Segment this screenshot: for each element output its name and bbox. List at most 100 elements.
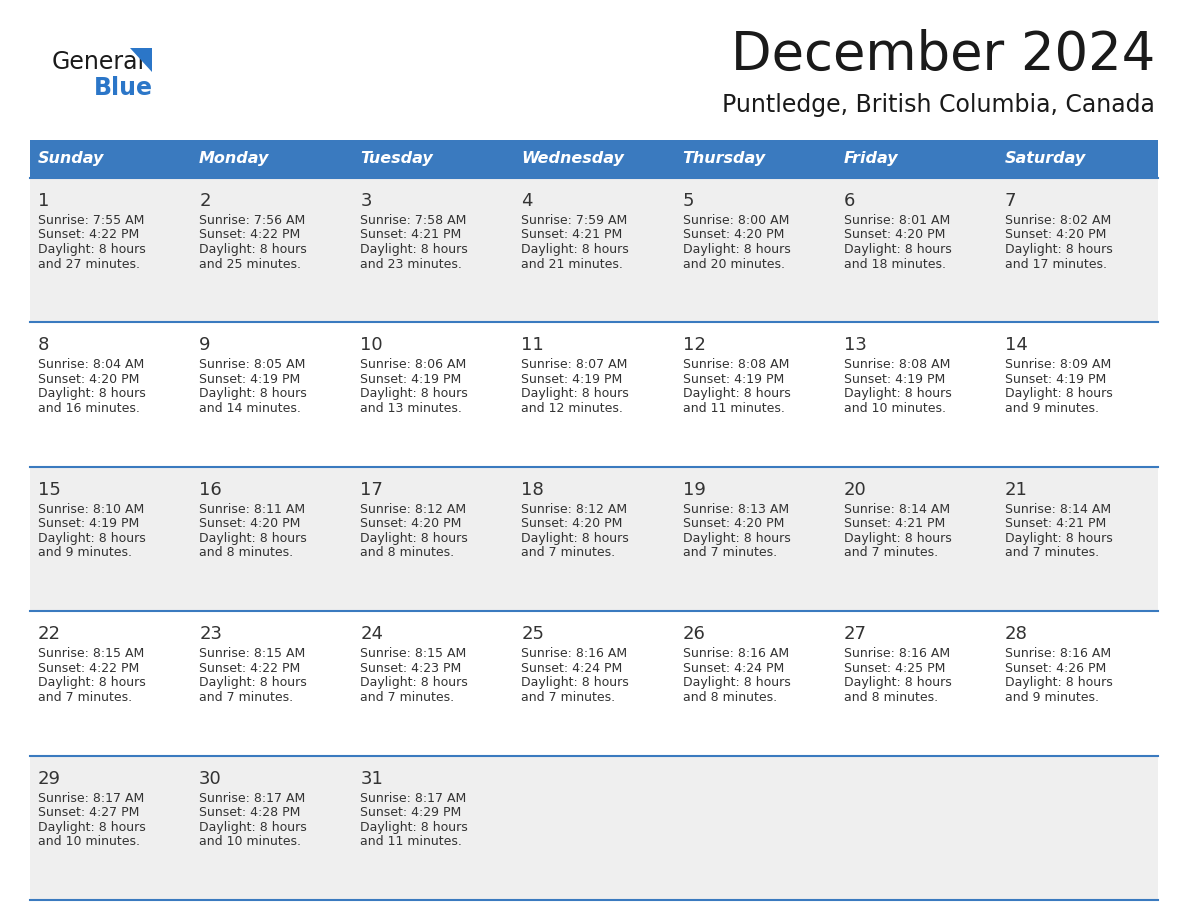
Text: Sunrise: 8:12 AM: Sunrise: 8:12 AM bbox=[360, 503, 467, 516]
Text: and 14 minutes.: and 14 minutes. bbox=[200, 402, 301, 415]
Text: Daylight: 8 hours: Daylight: 8 hours bbox=[360, 243, 468, 256]
Text: and 11 minutes.: and 11 minutes. bbox=[683, 402, 784, 415]
Text: Saturday: Saturday bbox=[1005, 151, 1086, 166]
Text: Sunrise: 8:02 AM: Sunrise: 8:02 AM bbox=[1005, 214, 1111, 227]
Text: and 17 minutes.: and 17 minutes. bbox=[1005, 258, 1107, 271]
Text: Sunset: 4:26 PM: Sunset: 4:26 PM bbox=[1005, 662, 1106, 675]
Text: Daylight: 8 hours: Daylight: 8 hours bbox=[522, 532, 630, 544]
Text: and 10 minutes.: and 10 minutes. bbox=[200, 835, 301, 848]
Text: Sunrise: 8:09 AM: Sunrise: 8:09 AM bbox=[1005, 358, 1111, 372]
Text: and 10 minutes.: and 10 minutes. bbox=[843, 402, 946, 415]
Text: 12: 12 bbox=[683, 336, 706, 354]
Text: and 7 minutes.: and 7 minutes. bbox=[360, 690, 455, 704]
Text: Sunrise: 8:15 AM: Sunrise: 8:15 AM bbox=[38, 647, 144, 660]
Text: 9: 9 bbox=[200, 336, 210, 354]
Text: Sunset: 4:21 PM: Sunset: 4:21 PM bbox=[1005, 518, 1106, 531]
Text: Tuesday: Tuesday bbox=[360, 151, 434, 166]
Text: and 11 minutes.: and 11 minutes. bbox=[360, 835, 462, 848]
Text: Sunset: 4:19 PM: Sunset: 4:19 PM bbox=[522, 373, 623, 386]
Text: Sunset: 4:20 PM: Sunset: 4:20 PM bbox=[38, 373, 139, 386]
Text: Puntledge, British Columbia, Canada: Puntledge, British Columbia, Canada bbox=[722, 93, 1155, 117]
Text: Friday: Friday bbox=[843, 151, 898, 166]
Text: 13: 13 bbox=[843, 336, 866, 354]
Text: Sunrise: 8:15 AM: Sunrise: 8:15 AM bbox=[200, 647, 305, 660]
Text: Sunrise: 8:10 AM: Sunrise: 8:10 AM bbox=[38, 503, 144, 516]
Text: Sunset: 4:24 PM: Sunset: 4:24 PM bbox=[522, 662, 623, 675]
Text: 25: 25 bbox=[522, 625, 544, 644]
Text: and 7 minutes.: and 7 minutes. bbox=[1005, 546, 1099, 559]
Text: Sunrise: 8:16 AM: Sunrise: 8:16 AM bbox=[522, 647, 627, 660]
Text: and 16 minutes.: and 16 minutes. bbox=[38, 402, 140, 415]
Text: Sunrise: 8:08 AM: Sunrise: 8:08 AM bbox=[843, 358, 950, 372]
Text: 22: 22 bbox=[38, 625, 61, 644]
Text: Daylight: 8 hours: Daylight: 8 hours bbox=[843, 387, 952, 400]
Text: 28: 28 bbox=[1005, 625, 1028, 644]
Text: 19: 19 bbox=[683, 481, 706, 498]
Text: Sunrise: 8:14 AM: Sunrise: 8:14 AM bbox=[1005, 503, 1111, 516]
Text: Monday: Monday bbox=[200, 151, 270, 166]
Text: Sunset: 4:23 PM: Sunset: 4:23 PM bbox=[360, 662, 461, 675]
Text: 31: 31 bbox=[360, 769, 384, 788]
Text: Sunrise: 8:16 AM: Sunrise: 8:16 AM bbox=[1005, 647, 1111, 660]
Text: Daylight: 8 hours: Daylight: 8 hours bbox=[683, 243, 790, 256]
Text: Daylight: 8 hours: Daylight: 8 hours bbox=[360, 532, 468, 544]
Text: Sunset: 4:21 PM: Sunset: 4:21 PM bbox=[360, 229, 461, 241]
Text: 6: 6 bbox=[843, 192, 855, 210]
Text: 14: 14 bbox=[1005, 336, 1028, 354]
Text: Sunrise: 7:56 AM: Sunrise: 7:56 AM bbox=[200, 214, 305, 227]
Text: 27: 27 bbox=[843, 625, 867, 644]
Text: Sunrise: 7:58 AM: Sunrise: 7:58 AM bbox=[360, 214, 467, 227]
Text: 29: 29 bbox=[38, 769, 61, 788]
Text: Daylight: 8 hours: Daylight: 8 hours bbox=[38, 821, 146, 834]
Text: Sunset: 4:20 PM: Sunset: 4:20 PM bbox=[683, 518, 784, 531]
Text: 7: 7 bbox=[1005, 192, 1017, 210]
Text: Daylight: 8 hours: Daylight: 8 hours bbox=[38, 387, 146, 400]
Text: Sunset: 4:20 PM: Sunset: 4:20 PM bbox=[360, 518, 462, 531]
Text: Daylight: 8 hours: Daylight: 8 hours bbox=[683, 677, 790, 689]
Text: 18: 18 bbox=[522, 481, 544, 498]
Text: Sunrise: 8:16 AM: Sunrise: 8:16 AM bbox=[843, 647, 950, 660]
Text: 8: 8 bbox=[38, 336, 50, 354]
Text: Sunrise: 7:55 AM: Sunrise: 7:55 AM bbox=[38, 214, 145, 227]
Text: 15: 15 bbox=[38, 481, 61, 498]
Text: Daylight: 8 hours: Daylight: 8 hours bbox=[1005, 677, 1113, 689]
Text: Sunrise: 8:17 AM: Sunrise: 8:17 AM bbox=[360, 791, 467, 804]
Text: Sunset: 4:22 PM: Sunset: 4:22 PM bbox=[200, 662, 301, 675]
Text: 1: 1 bbox=[38, 192, 50, 210]
Text: Daylight: 8 hours: Daylight: 8 hours bbox=[1005, 243, 1113, 256]
Text: and 7 minutes.: and 7 minutes. bbox=[683, 546, 777, 559]
Text: and 12 minutes.: and 12 minutes. bbox=[522, 402, 624, 415]
Text: Sunrise: 8:08 AM: Sunrise: 8:08 AM bbox=[683, 358, 789, 372]
Text: 20: 20 bbox=[843, 481, 866, 498]
Bar bbox=[30, 611, 1158, 756]
Text: Sunset: 4:21 PM: Sunset: 4:21 PM bbox=[522, 229, 623, 241]
Text: 21: 21 bbox=[1005, 481, 1028, 498]
Text: Thursday: Thursday bbox=[683, 151, 766, 166]
Bar bbox=[30, 178, 1158, 322]
Text: Daylight: 8 hours: Daylight: 8 hours bbox=[360, 677, 468, 689]
Text: Sunrise: 8:01 AM: Sunrise: 8:01 AM bbox=[843, 214, 950, 227]
Text: Daylight: 8 hours: Daylight: 8 hours bbox=[843, 532, 952, 544]
Text: Sunset: 4:20 PM: Sunset: 4:20 PM bbox=[843, 229, 946, 241]
Text: and 8 minutes.: and 8 minutes. bbox=[843, 690, 937, 704]
Text: and 9 minutes.: and 9 minutes. bbox=[38, 546, 132, 559]
Text: Sunday: Sunday bbox=[38, 151, 105, 166]
Text: Sunrise: 7:59 AM: Sunrise: 7:59 AM bbox=[522, 214, 627, 227]
Text: 5: 5 bbox=[683, 192, 694, 210]
Text: Daylight: 8 hours: Daylight: 8 hours bbox=[200, 677, 307, 689]
Text: Sunset: 4:19 PM: Sunset: 4:19 PM bbox=[843, 373, 944, 386]
Text: and 20 minutes.: and 20 minutes. bbox=[683, 258, 784, 271]
Text: Sunset: 4:28 PM: Sunset: 4:28 PM bbox=[200, 806, 301, 819]
Text: Sunrise: 8:17 AM: Sunrise: 8:17 AM bbox=[200, 791, 305, 804]
Text: Daylight: 8 hours: Daylight: 8 hours bbox=[522, 243, 630, 256]
Text: Daylight: 8 hours: Daylight: 8 hours bbox=[1005, 387, 1113, 400]
Text: Sunset: 4:19 PM: Sunset: 4:19 PM bbox=[1005, 373, 1106, 386]
Text: 16: 16 bbox=[200, 481, 222, 498]
Text: Sunrise: 8:14 AM: Sunrise: 8:14 AM bbox=[843, 503, 950, 516]
Text: Daylight: 8 hours: Daylight: 8 hours bbox=[360, 821, 468, 834]
Text: 17: 17 bbox=[360, 481, 384, 498]
Text: 23: 23 bbox=[200, 625, 222, 644]
Text: General: General bbox=[52, 50, 145, 74]
Text: and 10 minutes.: and 10 minutes. bbox=[38, 835, 140, 848]
Text: and 23 minutes.: and 23 minutes. bbox=[360, 258, 462, 271]
